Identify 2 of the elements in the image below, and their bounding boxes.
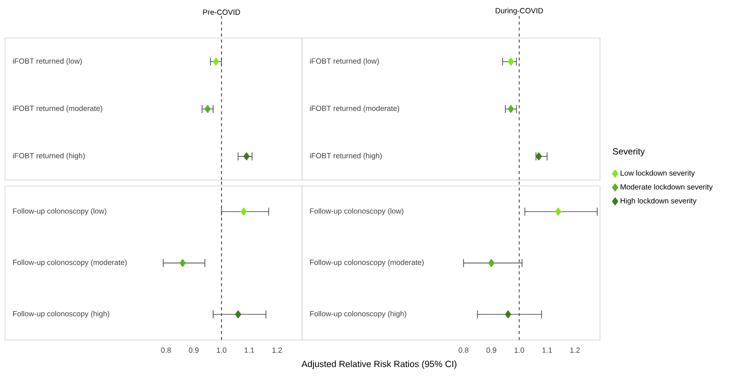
x-axis-title: Adjusted Relative Risk Ratios (95% CI)	[302, 360, 456, 369]
legend-title: Severity	[612, 148, 645, 156]
